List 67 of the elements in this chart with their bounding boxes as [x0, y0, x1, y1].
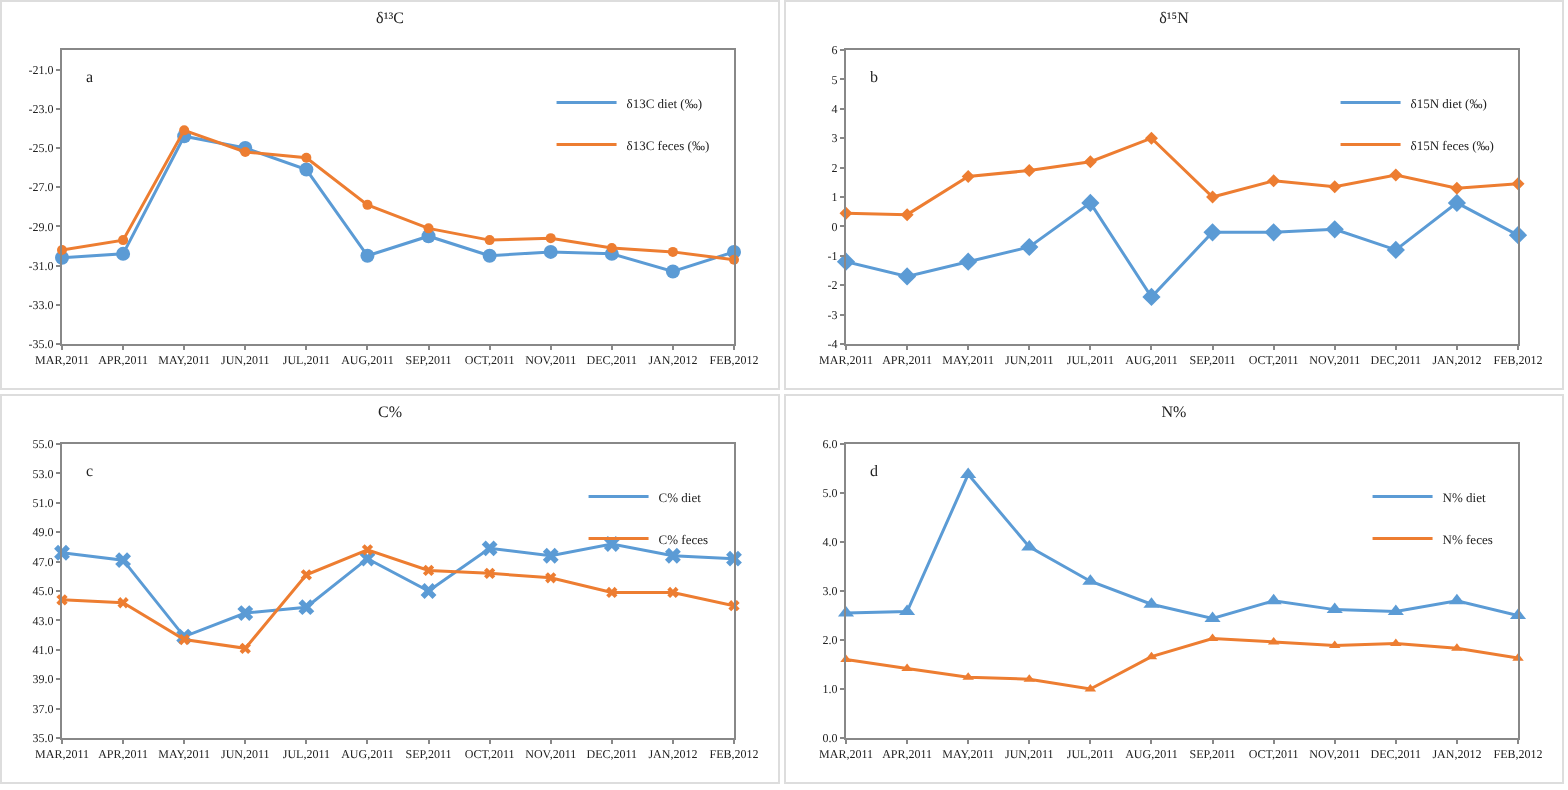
point — [1447, 193, 1466, 212]
point — [1142, 287, 1161, 307]
point — [1325, 220, 1344, 239]
point — [179, 125, 190, 136]
point — [606, 586, 618, 599]
point — [423, 223, 434, 234]
point — [360, 248, 375, 263]
point — [1083, 155, 1097, 169]
point — [1022, 164, 1036, 178]
point — [298, 599, 315, 616]
point — [664, 547, 681, 564]
point — [362, 199, 373, 210]
point — [1020, 237, 1039, 257]
point — [301, 152, 312, 163]
annotation: d — [870, 462, 878, 480]
point — [115, 552, 132, 569]
point — [665, 264, 680, 279]
annotation: b — [870, 68, 878, 86]
point — [1021, 539, 1038, 551]
annotation: c — [86, 462, 94, 480]
point — [606, 242, 617, 253]
point — [116, 246, 131, 261]
annotation: a — [86, 68, 94, 86]
point — [1386, 240, 1405, 260]
point — [1265, 593, 1282, 605]
point — [899, 604, 916, 616]
point — [1206, 190, 1220, 204]
point — [239, 642, 251, 654]
point — [1267, 174, 1281, 188]
point — [1203, 223, 1222, 242]
point — [178, 633, 190, 646]
point — [1450, 181, 1464, 195]
point — [1387, 604, 1404, 616]
point — [961, 169, 975, 183]
chart-title: C% — [378, 402, 403, 421]
point — [118, 235, 129, 246]
point — [1081, 193, 1100, 212]
point — [545, 233, 556, 244]
point — [422, 564, 435, 577]
point — [420, 583, 437, 599]
point — [959, 252, 978, 271]
point — [300, 569, 312, 581]
point — [900, 208, 914, 222]
point — [1389, 168, 1403, 182]
point — [361, 544, 374, 556]
point — [240, 146, 251, 157]
chart-title: N% — [1161, 402, 1188, 421]
chart-title: δ¹⁵N — [1159, 8, 1190, 27]
point — [117, 597, 129, 609]
point — [667, 586, 679, 599]
point — [484, 567, 496, 579]
point — [667, 246, 678, 257]
point — [1144, 131, 1158, 145]
point — [1448, 593, 1465, 605]
point — [1328, 180, 1342, 194]
point — [237, 605, 254, 621]
point — [898, 267, 917, 286]
point — [484, 235, 495, 246]
point — [1326, 602, 1343, 614]
point — [542, 547, 559, 564]
point — [481, 540, 498, 557]
point — [299, 162, 314, 177]
point — [543, 244, 558, 259]
point — [482, 248, 497, 263]
chart-title: δ¹³C — [376, 8, 404, 27]
point — [1264, 223, 1283, 242]
point — [545, 572, 557, 584]
